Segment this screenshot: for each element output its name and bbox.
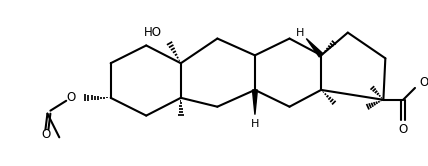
Polygon shape bbox=[306, 39, 323, 57]
Text: H: H bbox=[296, 28, 305, 38]
Text: O: O bbox=[42, 128, 51, 141]
Text: H: H bbox=[251, 119, 259, 128]
Text: O: O bbox=[398, 123, 408, 136]
Text: HO: HO bbox=[144, 26, 162, 39]
Text: O: O bbox=[419, 76, 428, 88]
Polygon shape bbox=[253, 90, 257, 115]
Text: O: O bbox=[66, 91, 76, 104]
